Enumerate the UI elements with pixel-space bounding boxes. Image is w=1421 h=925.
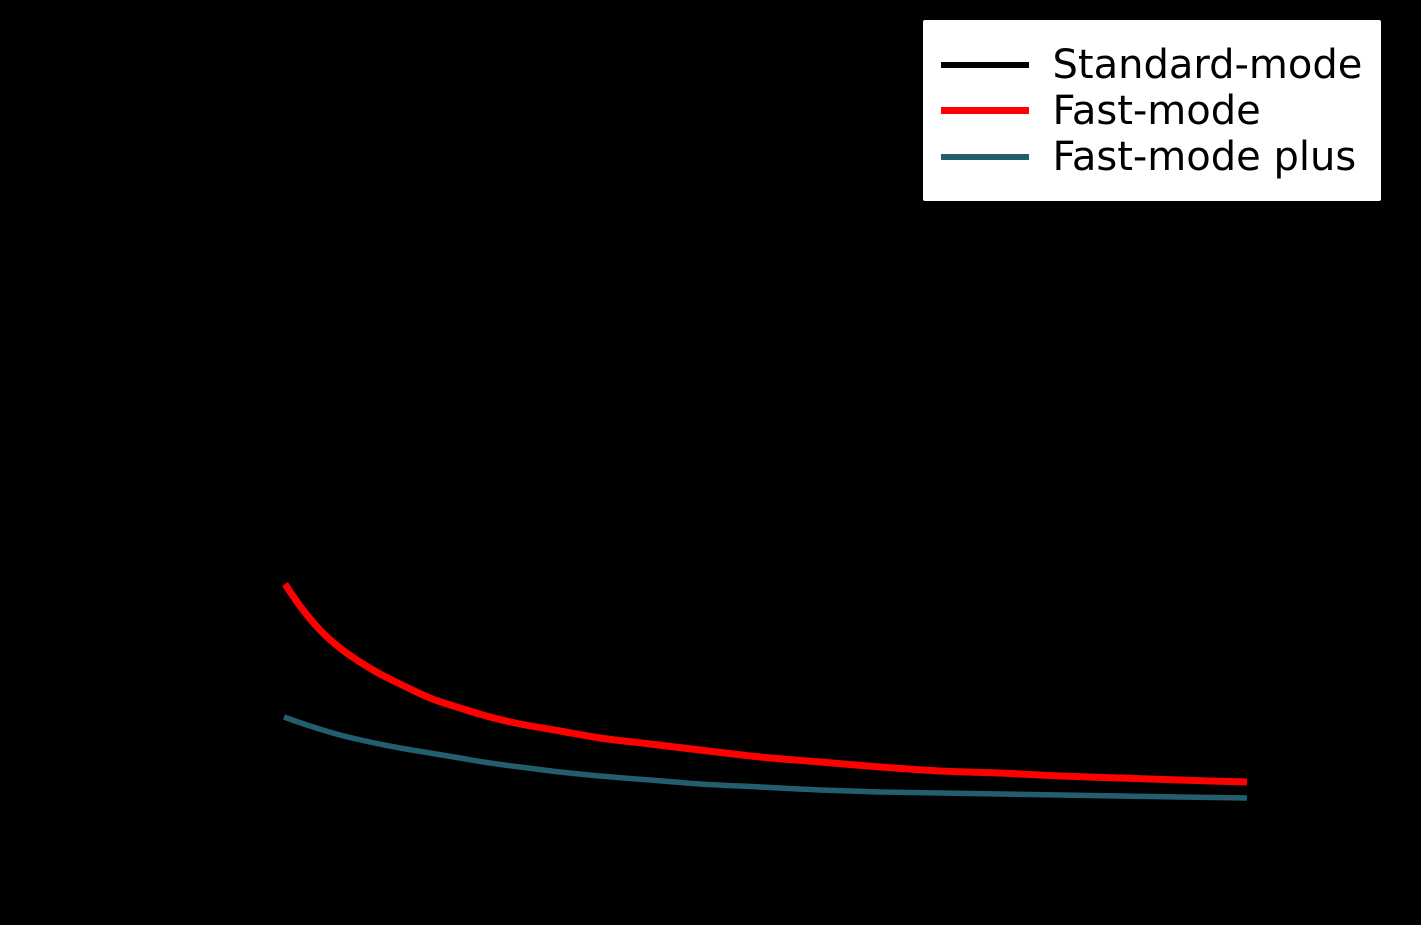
fast-mode-plus-curve <box>283 714 1248 801</box>
legend-label-fast-mode: Fast-mode <box>1052 87 1261 134</box>
fast-mode-curve <box>282 582 1248 786</box>
standard-mode-line-swatch <box>940 61 1029 68</box>
fast-mode-line-swatch <box>940 107 1029 114</box>
legend-label-standard-mode: Standard-mode <box>1052 41 1363 88</box>
legend-entry-fast-mode: Fast-mode <box>940 87 1365 134</box>
legend-label-fast-mode-plus: Fast-mode plus <box>1052 133 1357 180</box>
legend-entry-fast-mode-plus: Fast-mode plus <box>940 133 1365 180</box>
legend-entry-standard-mode: Standard-mode <box>940 41 1365 88</box>
legend: Standard-mode Fast-mode Fast-mode plus <box>921 18 1383 203</box>
fast-mode-plus-line-swatch <box>940 153 1029 160</box>
